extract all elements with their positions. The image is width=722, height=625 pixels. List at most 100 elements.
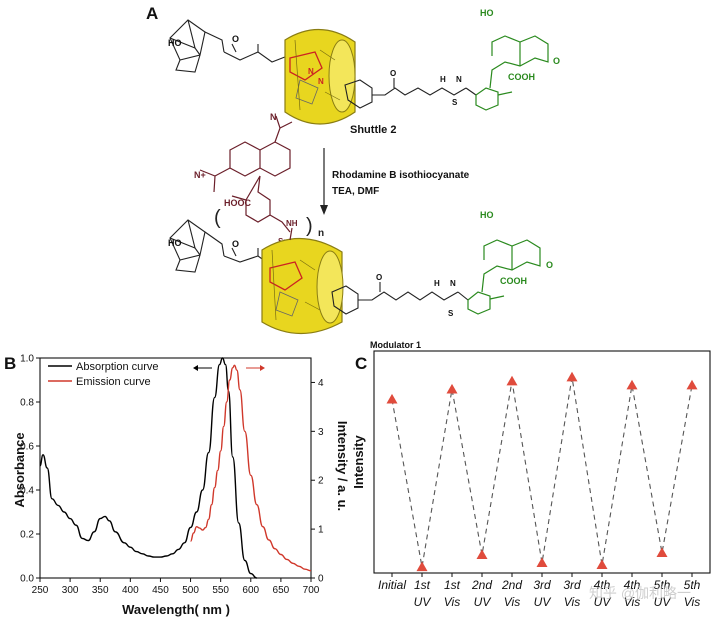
cycle-marker-2 — [446, 383, 458, 394]
c-tick-label-line2: UV — [474, 595, 492, 609]
nplus-label: N+ — [194, 170, 206, 180]
absorption-series-line — [39, 357, 257, 579]
x-tick-label: 350 — [92, 585, 109, 596]
cycle-marker-5 — [536, 557, 548, 568]
y-axis-label-c: Intensity — [351, 435, 366, 489]
c-tick-label-line1: 5th — [684, 578, 701, 592]
cycle-marker-1 — [416, 561, 428, 572]
cycle-marker-6 — [566, 371, 578, 382]
reaction-arrowhead — [320, 205, 328, 215]
c-tick-label-line2: UV — [414, 595, 432, 609]
emission-axis-arrow — [246, 365, 265, 371]
shuttle-label: Shuttle 2 — [350, 124, 397, 136]
ho-label-top: HO — [168, 38, 182, 48]
c-tick-label-line2: Vis — [564, 595, 580, 609]
cycle-marker-10 — [686, 379, 698, 390]
reagent-line-1: Rhodamine B isothiocyanate — [332, 170, 470, 181]
svg-text:): ) — [306, 215, 313, 237]
x-axis-label: Wavelength( nm ) — [122, 602, 230, 617]
o-carbonyl-top: O — [390, 69, 396, 78]
top-molecule — [169, 19, 291, 73]
axle-bottom — [331, 282, 469, 315]
n-subscript: n — [318, 228, 324, 239]
ho-fluorescein-top: HO — [480, 8, 494, 18]
c-tick-label-line1: 2nd — [471, 578, 492, 592]
plot-frame-c — [373, 350, 711, 574]
x-tick-label: 300 — [62, 585, 79, 596]
ho-fluorescein-bottom: HO — [480, 210, 494, 220]
macrocycle-top: N N — [284, 28, 356, 125]
reagent-line-2: TEA, DMF — [332, 186, 380, 197]
cycle-dashed-line — [391, 377, 693, 567]
c-tick-label-line1: 4th — [624, 578, 641, 592]
c-tick-label-line2: UV — [534, 595, 552, 609]
legend-absorption-label: Absorption curve — [76, 361, 159, 373]
o-fluorescein-top: O — [553, 56, 560, 66]
c-tick-label-line1: 2nd — [501, 578, 522, 592]
cycle-marker-3 — [476, 549, 488, 559]
c-tick-label-line1: 4th — [594, 578, 611, 592]
cycle-marker-4 — [506, 375, 518, 386]
panel-c-letter: C — [355, 354, 368, 373]
cycle-marker-0 — [386, 393, 398, 404]
legend-emission-label: Emission curve — [76, 376, 151, 388]
x-tick-label: 500 — [182, 585, 199, 596]
modulator-title: Modulator 1 — [370, 340, 421, 350]
h-label-bottom: H — [434, 279, 440, 288]
s-label-bottom: S — [448, 309, 454, 318]
y-right-tick-label: 3 — [318, 427, 324, 438]
o-label-bottom: O — [232, 239, 239, 249]
ho-label-bottom: HO — [168, 238, 182, 248]
c-tick-label-line2: Vis — [684, 595, 700, 609]
c-tick-label-line1: 3rd — [533, 578, 551, 592]
c-tick-label-line1: 3rd — [563, 578, 581, 592]
c-tick-label-line2: UV — [654, 595, 672, 609]
bottom-molecule — [169, 219, 291, 273]
nh-label: NH — [286, 219, 298, 228]
c-tick-label-line1: Initial — [378, 578, 406, 592]
y-right-tick-label: 1 — [318, 525, 324, 536]
panel-b-letter: B — [4, 354, 17, 373]
cooh-label-top: COOH — [508, 72, 535, 82]
y-axis-right-label: Intensity / a. u. — [335, 421, 350, 511]
c-tick-label-line2: Vis — [624, 595, 640, 609]
c-tick-label-line1: 1st — [414, 578, 431, 592]
h-label-top: H — [440, 75, 446, 84]
x-tick-label: 400 — [122, 585, 139, 596]
rhodamine-fragment — [199, 115, 293, 233]
x-tick-label: 550 — [212, 585, 229, 596]
n-label-top: N — [456, 75, 462, 84]
axle-top — [344, 78, 477, 109]
n-amine-label: N — [270, 112, 277, 122]
watermark: 知乎 @伽利略一 — [589, 585, 691, 601]
x-tick-label: 650 — [273, 585, 290, 596]
y-left-tick-label: 0.6 — [20, 442, 34, 453]
y-right-tick-label: 4 — [318, 378, 324, 389]
x-tick-label: 450 — [152, 585, 169, 596]
y-right-tick-label: 2 — [318, 476, 324, 487]
x-tick-label: 600 — [242, 585, 259, 596]
hooc-label: HOOC — [224, 198, 252, 208]
c-tick-label-line1: 1st — [444, 578, 461, 592]
reaction-scheme: HO O N N O S H N HO O COOH — [168, 8, 560, 335]
y-right-tick-label: 0 — [318, 574, 324, 585]
svg-text:N: N — [318, 77, 324, 86]
c-tick-label-line2: Vis — [444, 595, 460, 609]
y-left-tick-label: 0.8 — [20, 398, 34, 409]
cooh-label-bottom: COOH — [500, 276, 527, 286]
s-label-top: S — [452, 98, 458, 107]
panel-a-letter: A — [146, 4, 159, 23]
o-label-top: O — [232, 34, 239, 44]
o-carbonyl-bottom: O — [376, 273, 382, 282]
emission-series-line — [190, 364, 312, 572]
y-axis-left-label: Absorbance — [12, 432, 27, 507]
plot-frame-b — [39, 357, 312, 579]
o-fluorescein-bottom: O — [546, 260, 553, 270]
cycle-marker-7 — [596, 559, 608, 570]
cycle-marker-8 — [626, 379, 638, 390]
fluorescein-top — [475, 35, 549, 111]
c-tick-label-line2: UV — [594, 595, 612, 609]
macrocycle-bottom — [261, 227, 344, 335]
fluorescein-bottom — [467, 239, 541, 315]
x-tick-label: 250 — [32, 585, 49, 596]
